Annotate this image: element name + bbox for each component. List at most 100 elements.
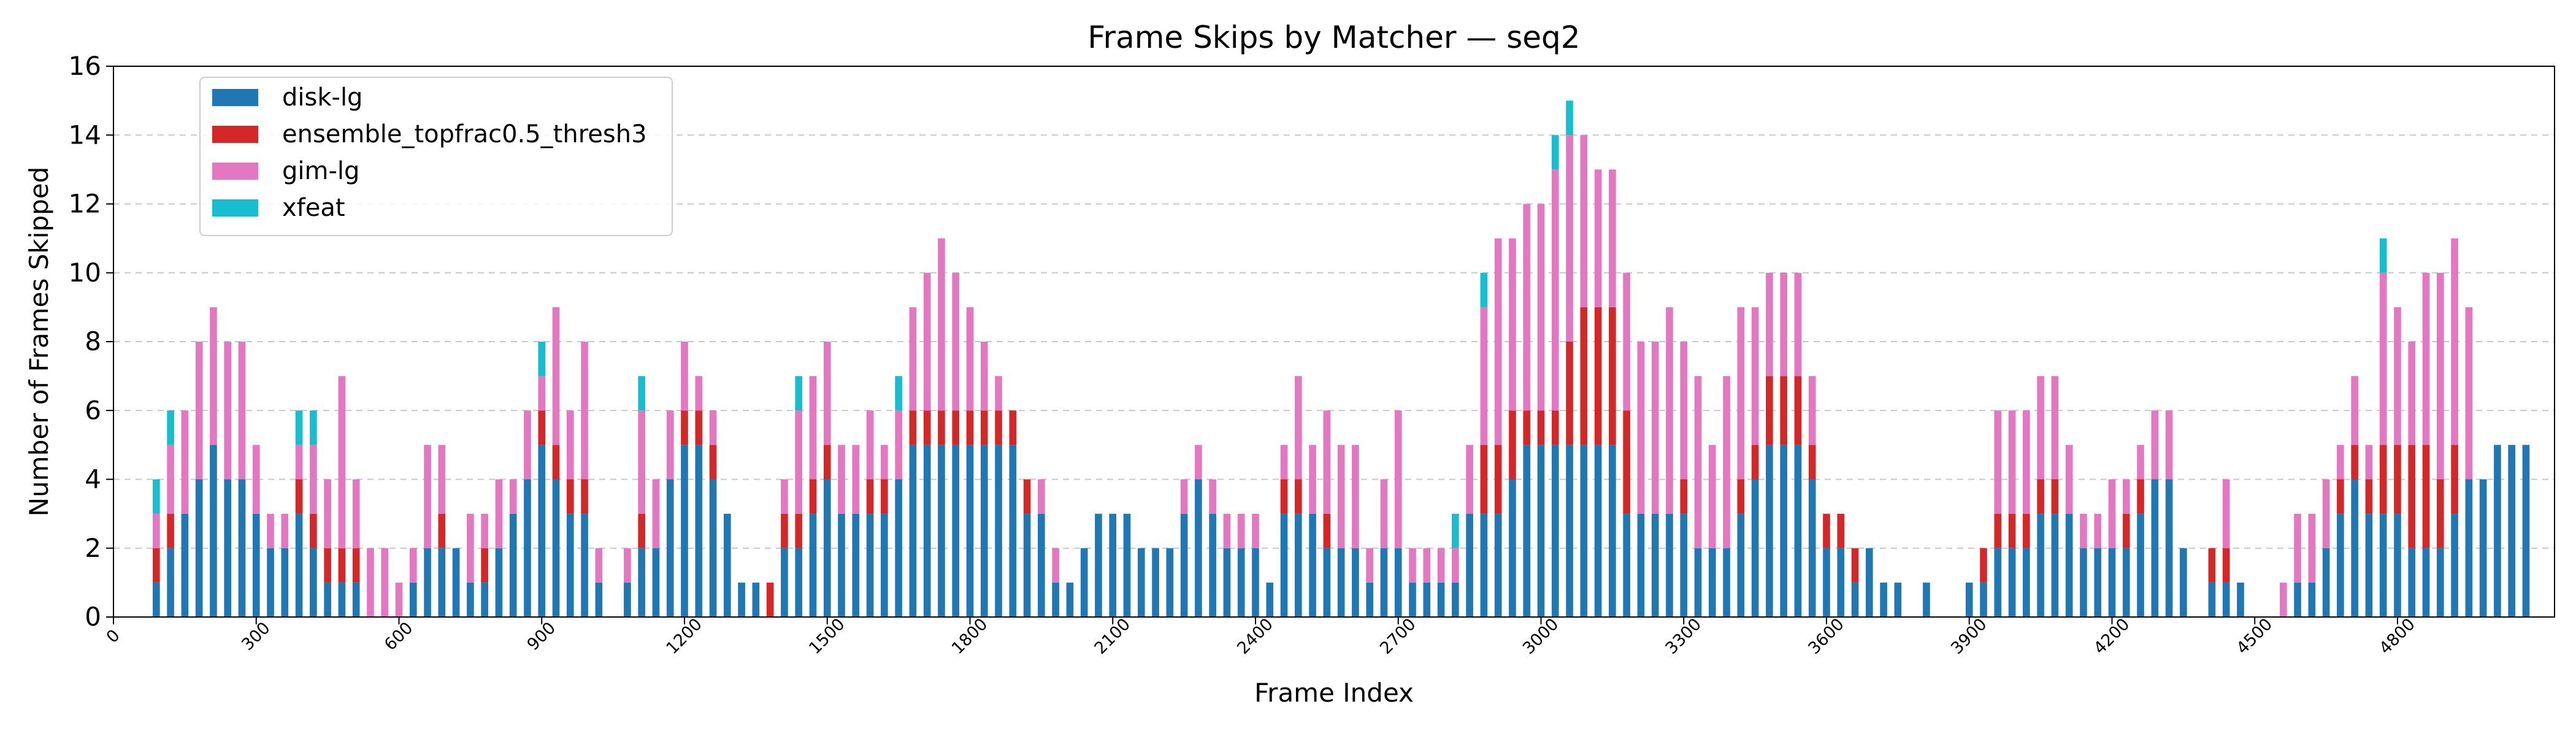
bar-gim-lg (338, 376, 346, 548)
y-tick-label: 4 (85, 464, 101, 494)
bar-disk-lg (352, 582, 360, 617)
bar-gim-lg (2151, 410, 2159, 480)
bar-disk-lg (909, 445, 917, 617)
bar-gim-lg (1537, 204, 1545, 411)
bar-disk-lg (1352, 548, 1359, 617)
bar-gim-lg (1680, 342, 1688, 480)
bar-disk-lg (724, 513, 731, 617)
bar-gim-lg (310, 445, 317, 514)
bar-disk-lg (1851, 582, 1859, 617)
bar-ensemble-topfrac0-5-thresh3 (352, 548, 360, 583)
bar-ensemble-topfrac0-5-thresh3 (2379, 445, 2387, 514)
bar-gim-lg (1994, 410, 2002, 514)
bar-gim-lg (1409, 548, 1416, 583)
bar-disk-lg (1723, 548, 1730, 617)
bar-gim-lg (2365, 445, 2373, 480)
bar-gim-lg (995, 376, 1002, 411)
bar-gim-lg (652, 479, 660, 548)
bars-group (153, 101, 2530, 617)
bar-ensemble-topfrac0-5-thresh3 (1494, 445, 1502, 514)
bar-disk-lg (881, 513, 888, 617)
legend-swatch-xfeat (212, 199, 258, 217)
bar-ensemble-topfrac0-5-thresh3 (681, 410, 688, 445)
bar-ensemble-topfrac0-5-thresh3 (1609, 307, 1616, 445)
bar-disk-lg (1680, 513, 1688, 617)
bar-gim-lg (2137, 445, 2144, 480)
bar-gim-lg (1052, 548, 1059, 583)
bar-disk-lg (1651, 513, 1659, 617)
bar-disk-lg (2165, 479, 2173, 617)
bar-ensemble-topfrac0-5-thresh3 (2365, 479, 2373, 514)
bar-ensemble-topfrac0-5-thresh3 (1323, 513, 1331, 548)
bar-disk-lg (267, 548, 274, 617)
bar-disk-lg (695, 445, 703, 617)
bar-gim-lg (2279, 582, 2287, 617)
bar-disk-lg (1409, 582, 1416, 617)
bar-gim-lg (1509, 238, 1516, 411)
bar-gim-lg (1323, 410, 1331, 514)
bar-disk-lg (2422, 548, 2430, 617)
bar-ensemble-topfrac0-5-thresh3 (638, 513, 645, 548)
bar-ensemble-topfrac0-5-thresh3 (709, 445, 717, 480)
legend-label-gim-lg: gim-lg (282, 157, 359, 185)
bar-gim-lg (980, 342, 988, 411)
bar-ensemble-topfrac0-5-thresh3 (2422, 445, 2430, 548)
bar-ensemble-topfrac0-5-thresh3 (1280, 479, 1288, 514)
bar-disk-lg (2208, 582, 2216, 617)
bar-disk-lg (1580, 445, 1588, 617)
bar-disk-lg (1337, 548, 1345, 617)
bar-disk-lg (2322, 548, 2330, 617)
bar-xfeat (538, 342, 546, 377)
bar-ensemble-topfrac0-5-thresh3 (2222, 548, 2230, 583)
bar-ensemble-topfrac0-5-thresh3 (1780, 376, 1787, 445)
bar-gim-lg (695, 376, 703, 411)
bar-gim-lg (1423, 548, 1431, 583)
bar-gim-lg (1723, 376, 1730, 548)
bar-gim-lg (2422, 272, 2430, 445)
bar-disk-lg (2108, 548, 2116, 617)
bar-gim-lg (952, 272, 960, 411)
bar-disk-lg (1637, 513, 1645, 617)
bar-disk-lg (566, 513, 574, 617)
legend-label-xfeat: xfeat (282, 194, 345, 222)
legend-label-ensemble: ensemble_topfrac0.5_thresh3 (282, 120, 647, 148)
bar-disk-lg (324, 582, 331, 617)
bar-disk-lg (2051, 513, 2059, 617)
bar-gim-lg (295, 445, 303, 480)
bar-ensemble-topfrac0-5-thresh3 (866, 479, 874, 514)
bar-disk-lg (1494, 513, 1502, 617)
bar-disk-lg (1694, 548, 1702, 617)
bar-disk-lg (1166, 548, 1174, 617)
bar-disk-lg (438, 548, 446, 617)
bar-gim-lg (709, 410, 717, 445)
bar-ensemble-topfrac0-5-thresh3 (2137, 479, 2144, 514)
bar-disk-lg (1237, 548, 1245, 617)
bar-gim-lg (1808, 376, 1816, 445)
bar-gim-lg (1437, 548, 1445, 583)
bar-disk-lg (195, 479, 203, 617)
bar-ensemble-topfrac0-5-thresh3 (581, 479, 588, 514)
bar-gim-lg (238, 342, 246, 480)
bar-gim-lg (1380, 479, 1388, 548)
bar-gim-lg (252, 445, 260, 514)
bar-gim-lg (1223, 513, 1231, 548)
bar-disk-lg (1394, 548, 1402, 617)
bar-disk-lg (1623, 513, 1630, 617)
bar-gim-lg (938, 238, 945, 411)
bar-disk-lg (1823, 548, 1830, 617)
bar-gim-lg (2436, 272, 2444, 480)
bar-ensemble-topfrac0-5-thresh3 (1737, 479, 1745, 514)
bar-gim-lg (1623, 272, 1630, 411)
bar-ensemble-topfrac0-5-thresh3 (980, 410, 988, 445)
bar-xfeat (153, 479, 160, 514)
bar-disk-lg (895, 479, 902, 617)
bar-xfeat (2379, 238, 2387, 273)
bar-gim-lg (2108, 479, 2116, 548)
bar-disk-lg (2294, 582, 2301, 617)
bar-ensemble-topfrac0-5-thresh3 (1766, 376, 1773, 445)
bar-xfeat (167, 410, 174, 445)
bar-ensemble-topfrac0-5-thresh3 (338, 548, 346, 583)
bar-ensemble-topfrac0-5-thresh3 (1551, 410, 1559, 445)
bar-disk-lg (2065, 513, 2073, 617)
